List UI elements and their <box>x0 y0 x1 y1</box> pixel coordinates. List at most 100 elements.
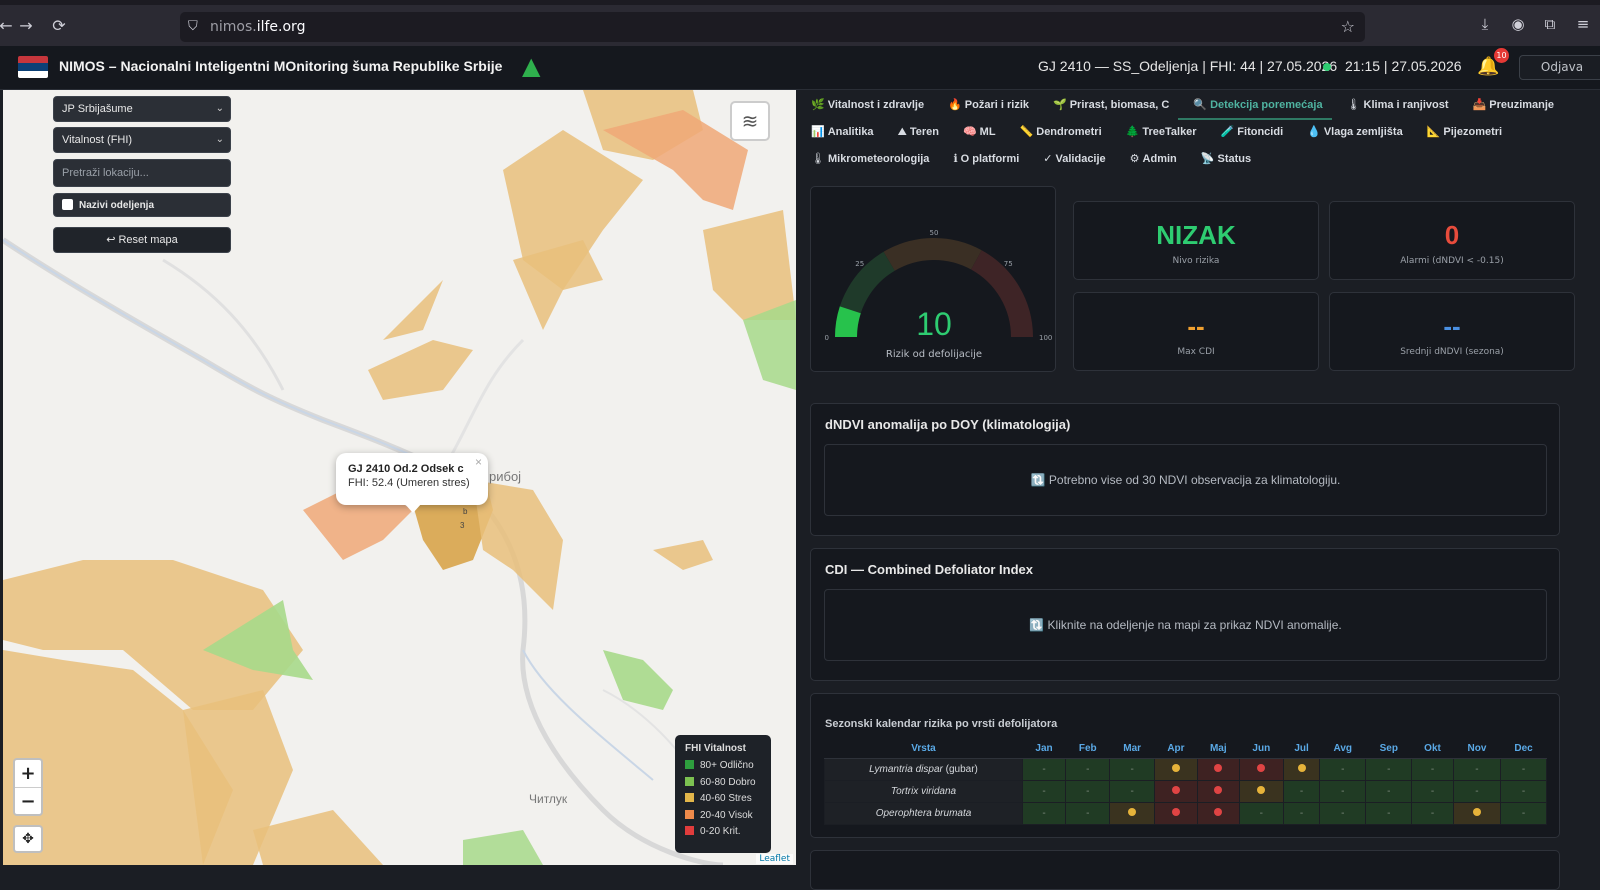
risk-cell <box>1196 757 1240 781</box>
tab-po-ari-i-rizik[interactable]: 🔥 Požari i rizik <box>933 92 1038 118</box>
legend-item: 40-60 Stres <box>685 791 761 808</box>
tab-prirast-biomasa-c[interactable]: 🌱 Prirast, biomasa, C <box>1038 92 1178 118</box>
organization-select[interactable]: JP Srbijašume ⌄ <box>53 96 231 122</box>
tab-status[interactable]: 📡 Status <box>1186 146 1260 172</box>
tab-teren[interactable]: ⛰ Teren <box>883 119 948 145</box>
legend-item-label: 40-60 Stres <box>700 793 752 804</box>
risk-cell <box>1238 757 1285 781</box>
serbia-flag-icon <box>18 56 48 78</box>
species-header: Vrsta <box>824 740 1023 759</box>
risk-level-card: NIZAK Nivo rizika <box>1073 201 1319 280</box>
tab-detekcija-poreme-aja[interactable]: 🔍 Detekcija poremećaja <box>1178 92 1332 120</box>
tab-validacije[interactable]: ✓ Validacije <box>1028 146 1114 172</box>
menu-icon[interactable]: ≡ <box>1576 15 1590 33</box>
extensions-icon[interactable]: ⧉ <box>1544 15 1556 33</box>
mean-dndvi-label: Srednji dNDVI (sezona) <box>1400 347 1504 357</box>
online-status-dot <box>1323 63 1331 71</box>
tab-label: Detekcija poremećaja <box>1210 99 1323 111</box>
alarms-label: Alarmi (dNDVI < -0.15) <box>1400 256 1504 266</box>
risk-level-label: Nivo rizika <box>1172 256 1220 266</box>
tab-icon: 🌱 <box>1053 99 1067 111</box>
tab-icon: 📥 <box>1472 99 1487 111</box>
risk-cell <box>1153 757 1198 781</box>
tab-icon: 🌡 <box>811 153 825 165</box>
risk-cell: - <box>1021 779 1067 803</box>
medium-risk-dot <box>1472 807 1481 816</box>
tab-dendrometri[interactable]: 📏 Dendrometri <box>1005 119 1111 145</box>
tab-ml[interactable]: 🧠 ML <box>948 119 1005 145</box>
download-icon[interactable]: ⤓ <box>1481 15 1489 33</box>
popup-body: FHI: 52.4 (Umeren stres) <box>348 477 470 489</box>
risk-cell <box>1153 779 1198 803</box>
shield-icon: ⛉ <box>188 19 198 34</box>
tab-mikrometeorologija[interactable]: 🌡 Mikrometeorologija <box>796 146 938 172</box>
parcel-names-checkbox[interactable]: Nazivi odeljenja <box>53 193 231 217</box>
risk-cell: - <box>1411 801 1454 825</box>
locate-icon[interactable]: ✥ <box>13 825 43 853</box>
high-risk-dot <box>1214 785 1223 794</box>
url-bar[interactable]: ⛉ nimos.ilfe.org ☆ <box>180 12 1365 42</box>
bell-icon[interactable]: 🔔 <box>1477 56 1500 77</box>
legend-item-label: 20-40 Visok <box>700 809 753 821</box>
month-header: Maj <box>1197 740 1240 759</box>
tab-vitalnost-i-zdravlje[interactable]: 🌿 Vitalnost i zdravlje <box>796 92 933 118</box>
tab-analitika[interactable]: 📊 Analitika <box>796 119 883 145</box>
tab-preuzimanje[interactable]: 📥 Preuzimanje <box>1458 92 1564 118</box>
risk-cell: - <box>1319 779 1367 803</box>
risk-calendar-table: Vrsta Jan Feb Mar Apr Maj Jun Jul Avg Sep Okt Nov De… <box>824 740 1547 825</box>
tab-label: Pijezometri <box>1443 126 1503 138</box>
layers-icon[interactable]: ≋ <box>730 101 770 141</box>
month-header: Dec <box>1500 740 1547 759</box>
risk-cell: - <box>1411 779 1454 803</box>
tab-label: Status <box>1217 153 1252 165</box>
risk-cell: - <box>1282 779 1321 803</box>
reset-map-button[interactable]: ↩ Reset mapa <box>53 227 231 253</box>
tab-icon: 📊 <box>811 126 825 138</box>
tab-pijezometri[interactable]: 📐 Pijezometri <box>1412 119 1511 145</box>
zoom-in-button[interactable]: + <box>20 763 36 784</box>
tab-label: ML <box>979 126 996 138</box>
tab-label: Admin <box>1142 153 1177 165</box>
table-row: Tortrix viridana - - - - - - - - - <box>824 779 1547 803</box>
back-icon[interactable]: ← <box>0 16 13 35</box>
month-header: Nov <box>1453 740 1501 759</box>
legend-swatch <box>685 776 694 786</box>
tab-treetalker[interactable]: 🌲 TreeTalker <box>1111 119 1206 145</box>
bookmark-star-icon[interactable]: ☆ <box>1340 17 1355 36</box>
gauge-zone-high <box>970 250 1033 338</box>
checkbox-icon[interactable] <box>62 199 73 210</box>
zoom-out-button[interactable]: − <box>20 791 36 812</box>
popup-tip <box>404 503 422 513</box>
tab-vlaga-zemlji-ta[interactable]: 💧 Vlaga zemljišta <box>1292 119 1412 145</box>
leaflet-attribution[interactable]: Leaflet <box>756 854 793 864</box>
month-header: Feb <box>1065 740 1110 759</box>
tab-label: Fitoncidi <box>1237 126 1284 138</box>
tab-klima-i-ranjivost[interactable]: 🌡 Klima i ranjivost <box>1332 92 1458 118</box>
close-icon[interactable]: × <box>474 455 482 469</box>
layer-select-value: Vitalnost (FHI) <box>62 134 133 146</box>
tab-icon: 📐 <box>1426 126 1441 138</box>
layer-select[interactable]: Vitalnost (FHI) ⌄ <box>53 127 231 153</box>
map-canvas[interactable]: 6 1 b 3 <box>3 90 796 865</box>
location-search-input[interactable]: Pretraži lokaciju... <box>53 159 231 187</box>
tab-fitoncidi[interactable]: 🧪 Fitoncidi <box>1206 119 1293 145</box>
table-row: Lymantria dispar (gubar) - - - - - - - - <box>824 757 1547 781</box>
risk-cell <box>1109 801 1155 825</box>
alarms-value: 0 <box>1444 220 1460 250</box>
risk-cell: - <box>1411 757 1454 781</box>
risk-cell: - <box>1452 779 1502 803</box>
tab-admin[interactable]: ⚙ Admin <box>1115 146 1186 172</box>
reload-icon[interactable]: ⟳ <box>52 16 66 35</box>
account-icon[interactable]: ◉ <box>1511 15 1525 33</box>
tab-icon: ⚙ <box>1129 153 1140 165</box>
legend-title: FHI Vitalnost <box>685 743 746 754</box>
logout-button[interactable]: Odjava <box>1519 55 1600 80</box>
forward-icon[interactable]: → <box>19 16 33 35</box>
tab-label: Prirast, biomasa, C <box>1069 99 1170 111</box>
tab-label: Vitalnost i zdravlje <box>827 99 925 111</box>
tab-label: Klima i ranjivost <box>1363 99 1449 111</box>
max-cdi-card: -- Max CDI <box>1073 292 1319 371</box>
map-view[interactable]: 6 1 b 3 JP Srbijašume ⌄ Vitalnost (FHI) … <box>3 90 796 865</box>
tab-label: Teren <box>909 126 939 138</box>
